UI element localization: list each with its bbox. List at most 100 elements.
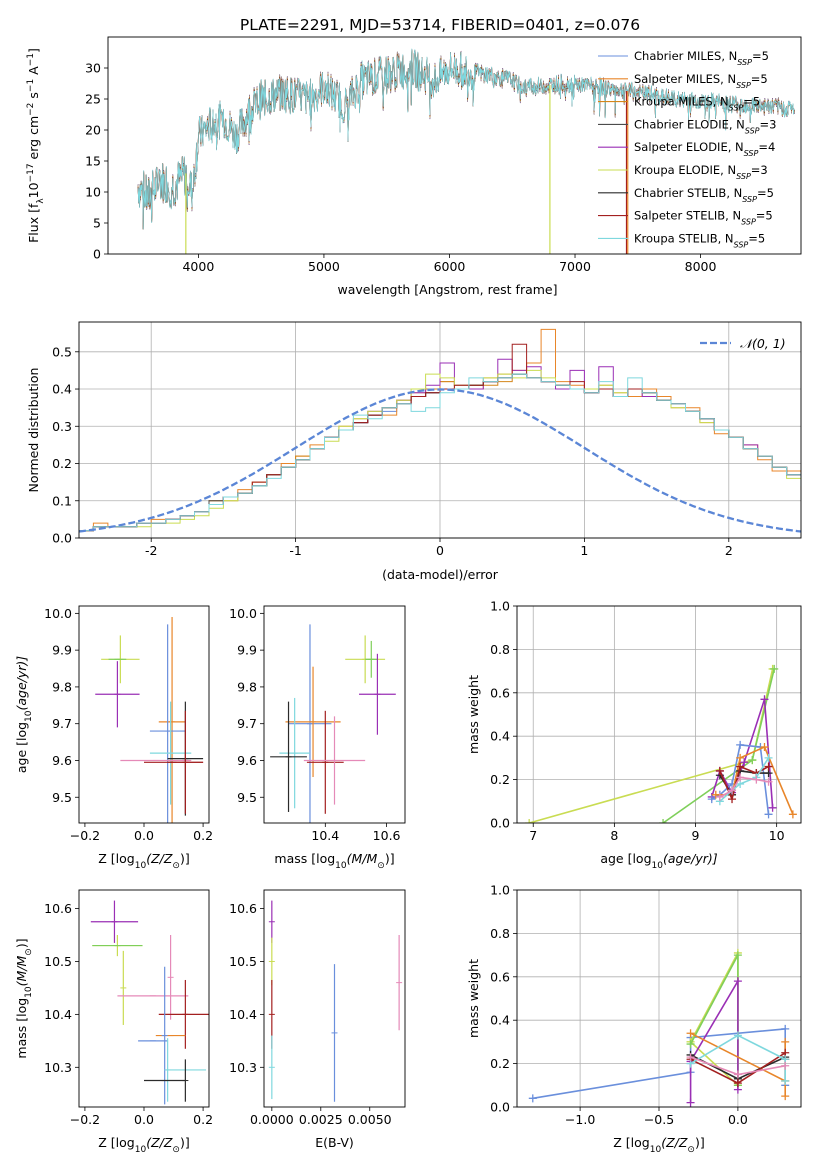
axis-label-part: −2 [26,103,36,116]
mass_vs_Z-frame [78,889,210,1108]
y-tick-label: 0.4 [52,382,72,397]
y-tick-label: 0.5 [52,344,72,359]
x-tick-label: 0.0025 [299,1112,343,1127]
weight_vs_Z-axes: −1.0 −0.5 0.0 0.0 0.2 0.4 0.6 0.8 1.0 [490,883,801,1127]
weight-marker [715,766,724,775]
axis-label-part: 10 [652,861,664,871]
x-tick-label: 1 [580,543,588,558]
axis-label-part: mass [log [14,998,29,1059]
weight-marker [733,1031,742,1040]
axis-label-part: mass [log [274,851,335,866]
histogram-series [79,369,801,532]
age_vs_Z-axes: −0.2 0.0 0.2 9.5 9.6 9.7 9.8 9.9 10.0 [44,606,213,843]
axis-label-part: 10 [135,861,147,871]
y-tick-label: 0 [93,247,101,262]
x-tick-label: 2 [725,543,733,558]
x-tick-label: 0 [436,543,444,558]
axis-label-part: 10 [26,182,41,198]
axis-label-part: Z [log [98,851,134,866]
weight-marker [686,1053,695,1062]
legend-label: Kroupa STELIB, NSSP=5 [634,231,765,249]
axis-label-part: 10 [335,861,347,871]
weight-marker [764,762,773,771]
weight_vs_age-frame [516,605,802,824]
y-tick-label: 9.7 [52,716,72,731]
axis-label-part: A [26,66,41,79]
weight-marker [740,758,749,767]
axis-label-part: age [log [14,722,29,773]
weight_vs_age-ylabel: mass weight [466,675,481,754]
y-tick-label: 9.7 [237,716,257,731]
legend-label: Salpeter MILES, NSSP=5 [634,72,768,90]
weight-marker [733,977,742,986]
gaussian-curve [79,388,801,533]
legend-label: Salpeter STELIB, NSSP=5 [634,209,773,227]
mass_vs_ebv-axes: 0.0000 0.0025 0.0050 10.3 10.4 10.5 10.6 [229,901,392,1127]
axis-label: age [log10(age/yr)] [14,656,34,773]
x-tick-label: 5000 [308,259,340,274]
weight-marker [781,1024,790,1033]
x-tick-label: 10.4 [311,828,339,843]
age_vs_mass-errorbars [270,624,396,823]
weight-marker [711,790,720,799]
axis-label-part: s [26,92,41,103]
weight-marker [788,810,797,819]
weight-marker [528,1094,537,1103]
axis-label-part: Z [log [613,1135,649,1150]
spectrum-legend: Chabrier MILES, NSSP=5 Salpeter MILES, NS… [598,49,776,249]
axis-label-part: ⊙ [24,948,34,956]
weight-marker [764,753,773,762]
x-tick-label: −0.5 [644,1112,674,1127]
x-tick-label: 4000 [182,259,214,274]
y-tick-label: 9.6 [52,753,72,768]
errorbar-point [303,716,366,805]
weight-marker [707,795,716,804]
axis-label-part: Flux [f [26,203,41,243]
axis-label-part: 10 [135,1145,147,1155]
weight-marker [659,819,668,823]
legend-label: Kroupa MILES, NSSP=5 [634,95,760,113]
errorbar-point [279,697,310,809]
x-tick-label: −0.2 [70,828,100,843]
errorbar-point [331,964,338,1102]
y-tick-label: 10.6 [229,901,257,916]
histogram-series [79,373,801,532]
weight-marker [748,756,757,765]
y-tick-label: 0.0 [490,1100,510,1115]
weight-marker [686,1029,695,1038]
legend-label: Chabrier ELODIE, NSSP=3 [634,117,776,135]
axis-label-part: )] [180,851,190,866]
axis-label: mass [log10(M/M⊙)] [274,851,394,871]
histogram-series [79,373,801,532]
weight-marker [715,792,724,801]
y-tick-label: 20 [85,123,101,138]
errorbar-point [268,937,275,986]
errorbar-point [95,661,140,728]
errorbar-point [149,701,192,805]
x-tick-label: 9 [692,828,700,843]
x-tick-label: 0.2 [193,828,213,843]
axis-label: mass [log10(M/M⊙)] [14,938,34,1058]
x-tick-label: 0.0 [134,1112,154,1127]
x-tick-label: 0.0 [134,828,154,843]
weight_vs_age-axes: 7 8 9 10 0.0 0.2 0.4 0.6 0.8 1.0 [490,599,801,843]
errorbar-point [288,624,332,823]
y-tick-label: 0.8 [490,642,510,657]
y-tick-label: 25 [85,92,101,107]
y-tick-label: 9.8 [237,679,257,694]
weight-marker [781,1076,790,1085]
x-tick-label: 10.6 [373,828,401,843]
y-tick-label: 1.0 [490,599,510,614]
ebv-xlabel: E(B-V) [315,1135,354,1150]
x-tick-label: −1.0 [565,1112,595,1127]
y-tick-label: 10.3 [44,1060,72,1075]
y-tick-label: 9.5 [237,790,257,805]
weight-marker [733,951,742,960]
x-tick-label: 8 [610,828,618,843]
axis-label-part: ⊙ [687,1145,695,1155]
weight-marker [686,1040,695,1049]
histogram-steps [79,328,801,533]
legend-label: Kroupa ELODIE, NSSP=3 [634,163,768,181]
axis-label-part: (M/M [347,851,378,866]
y-tick-label: 0.4 [490,1013,510,1028]
